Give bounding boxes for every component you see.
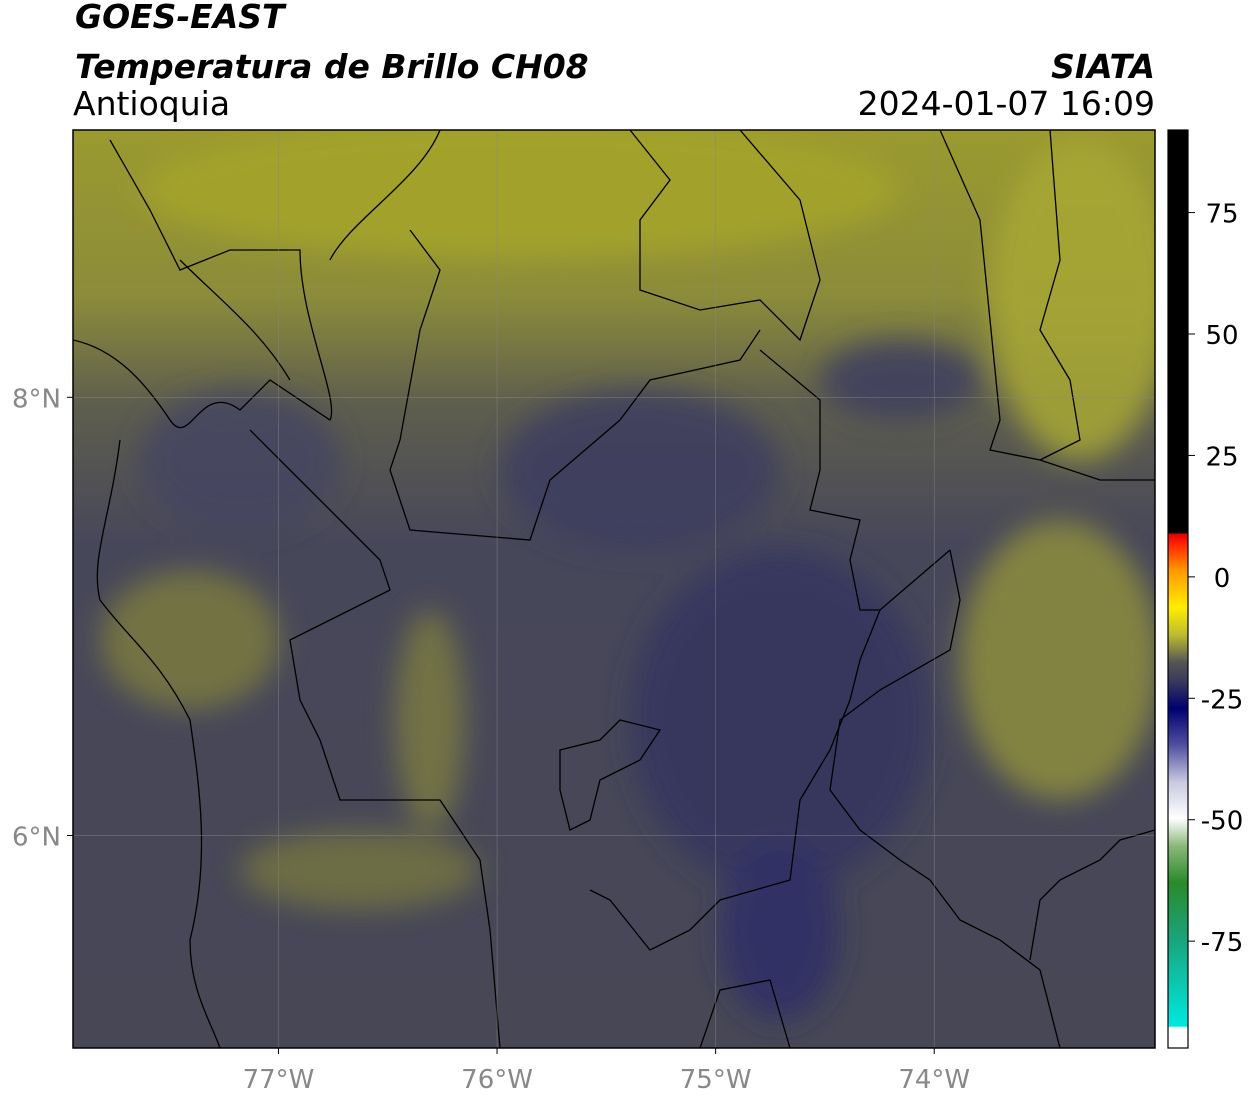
- y-tick-label: 8°N: [12, 384, 61, 414]
- x-tick-label: 74°W: [898, 1065, 970, 1095]
- x-tick-label: 76°W: [461, 1065, 533, 1095]
- colorbar-tick-label: -25: [1201, 685, 1243, 715]
- satellite-image: [73, 130, 1155, 1048]
- colorbar-tick-label: -75: [1201, 928, 1243, 958]
- x-tick-label: 77°W: [243, 1065, 315, 1095]
- colorbar-tick-label: 50: [1205, 321, 1238, 351]
- colorbar-tick-label: 0: [1214, 564, 1231, 594]
- grid: 77°W 76°W 75°W 74°W 8°N 6°N: [12, 130, 1155, 1095]
- colorbar: [1167, 129, 1189, 1049]
- colorbar-tick-label: 75: [1205, 200, 1238, 230]
- y-tick-label: 6°N: [12, 822, 61, 852]
- x-tick-label: 75°W: [680, 1065, 752, 1095]
- subtitle: Temperatura de Brillo CH08: [75, 47, 589, 86]
- datetime: 2024-01-07 16:09: [858, 84, 1155, 123]
- region: Antioquia: [73, 84, 230, 123]
- source: SIATA: [1051, 47, 1155, 86]
- map-frame: [72, 129, 1156, 1049]
- colorbar-tick-label: -50: [1201, 807, 1243, 837]
- colorbar-ticks: 75 50 25 0 -25 -50 -75: [1188, 200, 1243, 958]
- colorbar-tick-label: 25: [1205, 442, 1238, 472]
- title: GOES-EAST: [75, 0, 287, 36]
